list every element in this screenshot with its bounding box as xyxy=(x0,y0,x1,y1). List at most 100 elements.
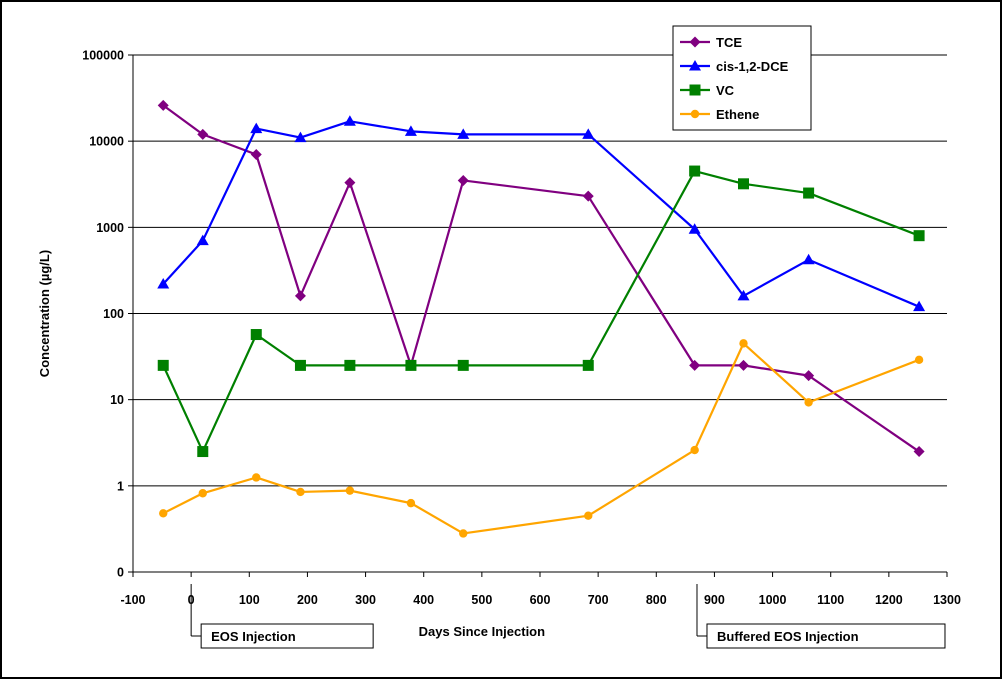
y-tick-label: 10000 xyxy=(89,135,124,149)
data-point xyxy=(914,355,924,365)
y-axis-label: Concentration (µg/L) xyxy=(37,250,52,377)
data-point xyxy=(457,128,470,139)
data-point xyxy=(345,486,355,495)
data-point xyxy=(196,234,209,246)
x-tick-label: 200 xyxy=(297,593,318,607)
data-point xyxy=(913,446,925,458)
x-tick-label: 700 xyxy=(588,593,609,607)
data-point xyxy=(250,329,262,341)
data-point xyxy=(584,511,593,520)
data-point xyxy=(690,109,700,119)
y-tick-label: 10 xyxy=(110,393,124,407)
legend-label: Ethene xyxy=(716,107,759,122)
annotation-label: EOS Injection xyxy=(211,629,296,644)
data-point xyxy=(690,445,699,455)
plot-layer: 0110100100010000100000-10001002003004005… xyxy=(82,25,961,649)
series-line xyxy=(162,120,920,308)
data-point xyxy=(737,289,750,301)
series-ethene xyxy=(159,339,924,538)
data-point xyxy=(738,178,749,190)
legend-item: Ethene xyxy=(680,107,759,122)
x-tick-label: -100 xyxy=(120,593,145,607)
data-point xyxy=(739,339,748,348)
y-tick-label: 100 xyxy=(103,307,124,321)
legend-label: cis-1,2-DCE xyxy=(716,59,789,74)
data-point xyxy=(913,230,925,242)
x-tick-label: 800 xyxy=(646,593,667,607)
data-point xyxy=(197,446,209,458)
data-point xyxy=(159,509,168,518)
x-tick-label: 500 xyxy=(471,593,492,607)
data-point xyxy=(804,398,813,407)
annotation: EOS Injection xyxy=(190,584,374,649)
data-point xyxy=(689,359,701,371)
data-point xyxy=(294,359,306,371)
data-point xyxy=(404,125,417,136)
x-tick-label: 300 xyxy=(355,593,376,607)
annotation-label: Buffered EOS Injection xyxy=(717,629,859,644)
data-point xyxy=(296,487,305,497)
legend-item: TCE xyxy=(680,35,742,50)
x-tick-label: 1000 xyxy=(759,593,787,607)
data-point xyxy=(689,36,701,48)
x-tick-label: 1100 xyxy=(817,593,844,607)
series-line xyxy=(162,104,920,453)
data-point xyxy=(252,473,261,482)
data-point xyxy=(197,128,209,140)
data-point xyxy=(459,529,468,538)
x-tick-label: 1300 xyxy=(933,593,961,607)
data-point xyxy=(582,190,594,202)
x-tick-label: 1200 xyxy=(875,593,903,607)
data-point xyxy=(582,359,594,371)
series-line xyxy=(162,169,920,453)
data-point xyxy=(250,149,262,161)
legend-label: VC xyxy=(716,83,735,98)
data-point xyxy=(738,359,749,371)
data-point xyxy=(689,84,701,96)
legend-item: cis-1,2-DCE xyxy=(680,59,789,74)
data-point xyxy=(157,359,169,371)
data-point xyxy=(689,165,701,177)
x-tick-label: 600 xyxy=(530,593,551,607)
data-point xyxy=(198,489,207,498)
data-point xyxy=(344,177,356,189)
x-tick-label: 100 xyxy=(239,593,260,607)
data-point xyxy=(803,370,815,382)
annotation-box xyxy=(706,623,946,649)
y-tick-label: 100000 xyxy=(82,49,124,63)
data-point xyxy=(157,277,170,289)
data-point xyxy=(250,122,263,134)
data-point xyxy=(343,115,356,126)
legend-item: VC xyxy=(680,83,735,98)
series-cis-1-2-dce xyxy=(157,115,926,312)
data-point xyxy=(688,223,701,234)
data-point xyxy=(582,128,595,139)
data-point xyxy=(405,359,417,371)
data-point xyxy=(913,300,926,312)
data-point xyxy=(457,174,469,186)
data-point xyxy=(294,131,307,143)
data-point xyxy=(406,498,416,508)
legend-label: TCE xyxy=(716,35,742,50)
data-point xyxy=(802,253,815,265)
data-point xyxy=(157,99,169,111)
x-axis-label: Days Since Injection xyxy=(419,624,545,639)
annotation: Buffered EOS Injection xyxy=(696,584,946,649)
x-tick-label: 400 xyxy=(413,593,434,607)
data-point xyxy=(344,359,356,371)
y-tick-label: 1 xyxy=(117,479,124,493)
data-point xyxy=(457,359,469,371)
legend: TCE cis-1,2-DCE VC Ethene xyxy=(672,25,812,131)
data-point xyxy=(294,290,306,302)
data-point xyxy=(803,187,815,199)
series-vc xyxy=(157,165,925,458)
annotation-box xyxy=(200,623,374,649)
data-point xyxy=(689,60,701,71)
series-tce xyxy=(157,99,925,458)
y-tick-label: 1000 xyxy=(96,221,124,235)
y-tick-label: 0 xyxy=(117,566,124,580)
series-line xyxy=(162,342,920,535)
x-tick-label: 900 xyxy=(704,593,725,607)
